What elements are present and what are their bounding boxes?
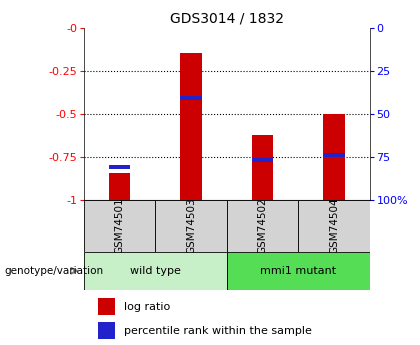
Text: GSM74504: GSM74504: [329, 198, 339, 254]
Text: percentile rank within the sample: percentile rank within the sample: [124, 326, 312, 336]
Bar: [227, 200, 298, 252]
Text: log ratio: log ratio: [124, 302, 170, 312]
Text: wild type: wild type: [130, 266, 181, 276]
Bar: [98, 322, 116, 339]
Text: GSM74501: GSM74501: [115, 198, 125, 254]
Bar: [252, 135, 273, 200]
Bar: [84, 252, 227, 290]
Bar: [323, 114, 344, 200]
Text: GSM74503: GSM74503: [186, 198, 196, 254]
Bar: [252, 158, 273, 162]
Text: genotype/variation: genotype/variation: [4, 266, 103, 276]
Title: GDS3014 / 1832: GDS3014 / 1832: [170, 11, 284, 25]
Bar: [98, 298, 116, 315]
Text: GSM74502: GSM74502: [257, 198, 268, 254]
Text: mmi1 mutant: mmi1 mutant: [260, 266, 336, 276]
Bar: [109, 172, 130, 200]
Bar: [109, 165, 130, 169]
Bar: [181, 96, 202, 100]
Bar: [323, 152, 344, 157]
Bar: [84, 200, 155, 252]
Bar: [227, 252, 370, 290]
Bar: [298, 200, 370, 252]
Bar: [181, 53, 202, 200]
Bar: [155, 200, 227, 252]
